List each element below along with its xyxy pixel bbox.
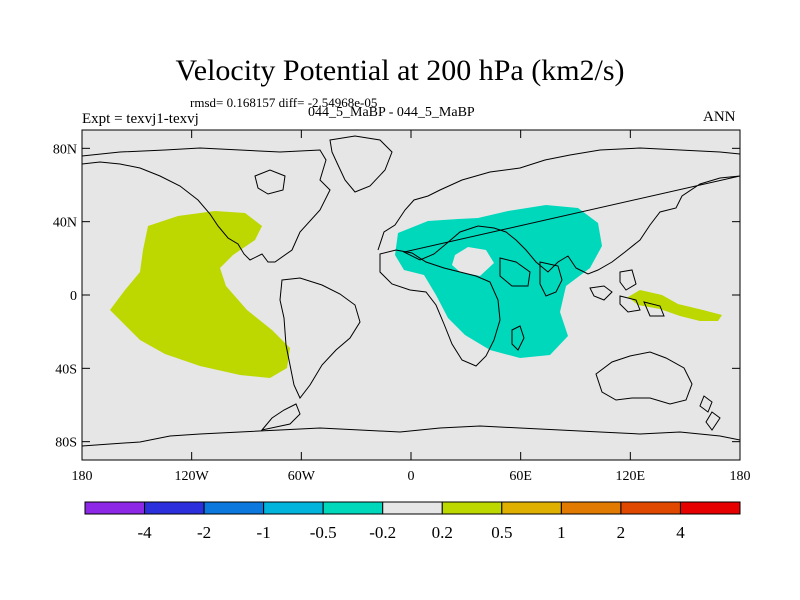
- colorbar-label: 2: [617, 523, 626, 542]
- colorbar-swatch: [501, 501, 562, 515]
- colorbar-swatch: [441, 501, 503, 515]
- colorbar-label: -2: [197, 523, 211, 542]
- coastline-madagascar: [511, 325, 525, 351]
- colorbar-label: -1: [257, 523, 271, 542]
- coastline-greenland: [329, 135, 393, 193]
- lon-tick-label: 120W: [175, 469, 210, 484]
- western-pacific-positive-anomaly: [628, 290, 722, 321]
- lat-tick-label: 80S: [55, 436, 77, 451]
- lat-tick-label: 40N: [53, 216, 77, 231]
- coastline-south-america: [279, 277, 361, 399]
- colorbar-label: 0.5: [491, 523, 512, 542]
- coastline-africa: [379, 249, 501, 367]
- coastline-arabia: [499, 257, 531, 287]
- coastline-antarctica: [82, 425, 740, 447]
- colorbar-label: 0.2: [432, 523, 453, 542]
- lon-tick-label: 120E: [616, 469, 646, 484]
- experiment-label: Expt = texvj1-texvj: [82, 111, 199, 127]
- colorbar-label: 4: [676, 523, 685, 542]
- coastlines: [82, 135, 740, 447]
- colorbar-swatch: [560, 501, 622, 515]
- colorbar-swatch: [679, 501, 741, 515]
- plot-title: Velocity Potential at 200 hPa (km2/s): [175, 54, 625, 87]
- lat-tick-label: 0: [70, 289, 77, 304]
- latitude-axis: 80N 40N 0 40S 80S: [53, 142, 740, 451]
- stats-line: rmsd= 0.168157 diff= -2.54968e-05: [190, 95, 378, 110]
- colorbar-label: 1: [557, 523, 566, 542]
- colorbar: -4 -2 -1 -0.5 -0.2 0.2 0.5 1 2 4: [84, 501, 741, 542]
- lon-tick-label: 60E: [509, 469, 532, 484]
- lat-tick-label: 40S: [55, 362, 77, 377]
- colorbar-label: -4: [137, 523, 152, 542]
- coastline-hudson-bay: [254, 169, 286, 195]
- lon-tick-label: 0: [408, 469, 415, 484]
- lat-tick-label: 80N: [53, 142, 77, 157]
- coastline-new-zealand: [699, 395, 721, 431]
- case-label: 044_5_MaBP - 044_5_MaBP: [308, 105, 475, 120]
- lon-tick-label: 180: [730, 469, 751, 484]
- colorbar-swatch: [144, 501, 205, 515]
- coastline-australia: [595, 351, 693, 405]
- coastline-maritime-continent: [589, 285, 665, 317]
- colorbar-swatch: [263, 501, 324, 515]
- colorbar-swatch: [203, 501, 265, 515]
- eastern-pacific-positive-anomaly: [110, 211, 290, 378]
- lon-tick-label: 60W: [288, 469, 316, 484]
- coastline-north-america: [82, 147, 331, 263]
- coastline-eurasia: [377, 147, 740, 275]
- colorbar-label: -0.2: [369, 523, 396, 542]
- coastline-japan: [619, 269, 637, 291]
- colorbar-swatch: [620, 501, 681, 515]
- colorbar-label: -0.5: [310, 523, 337, 542]
- lon-tick-label: 180: [72, 469, 93, 484]
- coastline-india: [539, 261, 563, 297]
- season-label: ANN: [703, 109, 736, 125]
- coastline-antarctic-peninsula: [260, 403, 301, 431]
- longitude-axis: 180 120W 60W 0 60E 120E 180: [72, 130, 751, 484]
- colorbar-swatch: [84, 501, 146, 515]
- colorbar-swatch: [382, 501, 443, 515]
- colorbar-swatch: [322, 501, 384, 515]
